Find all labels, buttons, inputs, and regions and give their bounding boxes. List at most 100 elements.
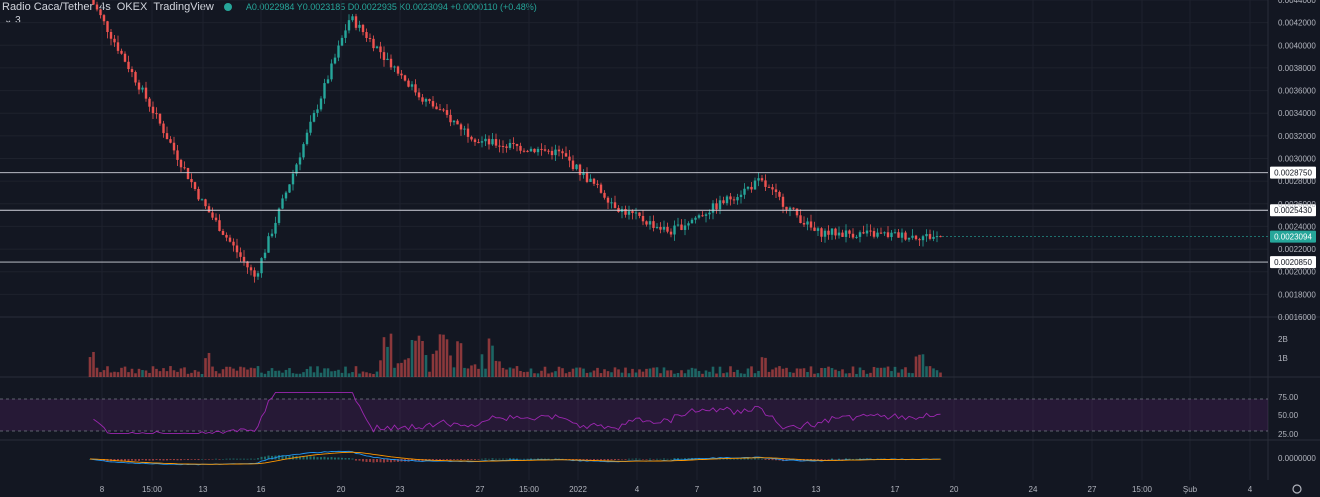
time-tick: Şub — [1183, 485, 1198, 494]
volume-bar — [393, 367, 396, 377]
volume-bar — [918, 354, 921, 377]
time-axis[interactable]: 8 15:00 13 16 20 23 27 15:00 2022 4 7 10 13 17 20 24 27 1… — [100, 485, 1253, 494]
macd-tick: 0.0000000 — [1278, 454, 1316, 463]
time-tick: 27 — [1088, 485, 1097, 494]
candle-body — [249, 267, 253, 271]
macd-histogram-bar — [673, 458, 676, 460]
macd-histogram-bar — [841, 459, 844, 460]
volume-bar — [109, 372, 113, 377]
candle-body — [312, 112, 316, 122]
macd-histogram-bar — [467, 459, 469, 461]
macd-histogram-bar — [313, 456, 315, 460]
macd-histogram-bar — [537, 458, 539, 460]
candle-body — [242, 256, 246, 262]
volume-bar — [904, 367, 907, 377]
time-tick: 24 — [1029, 485, 1038, 494]
volume-bar — [680, 370, 683, 377]
candle-body — [120, 50, 123, 54]
candle-body — [284, 192, 288, 199]
volume-bar — [218, 373, 221, 377]
volume-bar — [550, 372, 554, 377]
price-tick: 0.0020000 — [1278, 268, 1316, 277]
volume-bar — [407, 358, 410, 377]
volume-bar — [459, 343, 463, 377]
volume-bar — [113, 371, 116, 377]
macd-histogram-bar — [362, 459, 364, 462]
interval-label[interactable]: 4s — [99, 1, 111, 13]
volume-bar — [851, 366, 855, 377]
horizontal-levels[interactable]: 0.0028750 0.0025430 0.0020850 — [0, 166, 1316, 269]
candle-body — [158, 113, 162, 124]
candle-body — [816, 228, 820, 231]
volume-bar — [179, 368, 183, 377]
candle-body — [666, 226, 669, 232]
price-axis[interactable]: 0.0044000 0.0042000 0.0040000 0.0038000 0.00… — [942, 0, 1316, 463]
volume-bar — [855, 373, 858, 377]
volume-bar — [897, 372, 900, 377]
price-tick: 0.0040000 — [1278, 41, 1316, 50]
volume-bar — [750, 366, 753, 377]
candle-body — [522, 150, 526, 152]
candle-body — [470, 136, 473, 140]
candle-body — [613, 202, 617, 208]
volume-tick: 1B — [1278, 354, 1288, 363]
volume-bar — [886, 366, 890, 377]
volume-bar — [834, 369, 837, 377]
candle-body — [155, 113, 158, 115]
candle-body — [410, 84, 414, 87]
candle-body — [571, 160, 575, 170]
volume-bar — [785, 367, 788, 377]
price-tick: 0.0042000 — [1278, 19, 1316, 28]
candle-body — [424, 99, 428, 102]
candle-body — [848, 230, 851, 234]
macd-histogram-bar — [509, 458, 511, 460]
volume-bar — [463, 367, 466, 377]
candle-body — [333, 57, 337, 64]
candle-body — [137, 82, 141, 90]
volume-bar — [207, 352, 211, 377]
volume-bar — [267, 370, 270, 377]
macd-histogram-bar — [432, 459, 434, 461]
macd-histogram-bar — [407, 459, 410, 462]
settings-gear-icon[interactable] — [1292, 484, 1302, 494]
volume-bar — [564, 373, 568, 377]
macd-histogram-bar — [159, 459, 161, 461]
volume-bar — [127, 372, 130, 377]
volume-bar — [795, 368, 799, 377]
macd-histogram-bar — [621, 459, 623, 460]
candle-body — [414, 84, 417, 93]
candle-body — [529, 148, 533, 152]
candle-body — [235, 245, 239, 253]
volume-bar — [309, 366, 312, 377]
macd-histogram-bar — [232, 458, 235, 460]
volume-bar — [165, 371, 169, 377]
candle-body — [767, 186, 771, 188]
volume-bar — [669, 370, 673, 377]
symbol-title[interactable]: Radio Caca/Tether — [2, 1, 94, 13]
macd-line — [89, 450, 941, 466]
candle-body — [634, 212, 638, 214]
volume-bar — [141, 370, 144, 377]
candle-body — [883, 232, 886, 234]
macd-histogram-bar — [775, 459, 777, 461]
level-label: 0.0025430 — [1274, 206, 1312, 215]
volume-bar — [603, 369, 606, 377]
candle-body — [354, 16, 358, 28]
candle-body — [655, 226, 659, 228]
macd-histogram-bar — [813, 459, 816, 461]
macd-histogram-bar — [519, 458, 522, 460]
volume-bar — [634, 372, 638, 377]
macd-histogram-bar — [617, 459, 620, 461]
candle-body — [211, 212, 214, 218]
time-tick: 10 — [753, 485, 762, 494]
price-tick: 0.0028000 — [1278, 177, 1316, 186]
exchange-label: OKEX — [116, 1, 148, 13]
candle-body — [365, 32, 368, 38]
volume-bar — [820, 367, 823, 377]
indicator-collapse-button[interactable]: ⌄ 3 — [4, 15, 21, 26]
volume-bar — [421, 340, 424, 377]
candle-body — [711, 203, 715, 213]
volume-bar — [543, 366, 547, 377]
chevron-down-icon: ⌄ — [4, 15, 13, 26]
